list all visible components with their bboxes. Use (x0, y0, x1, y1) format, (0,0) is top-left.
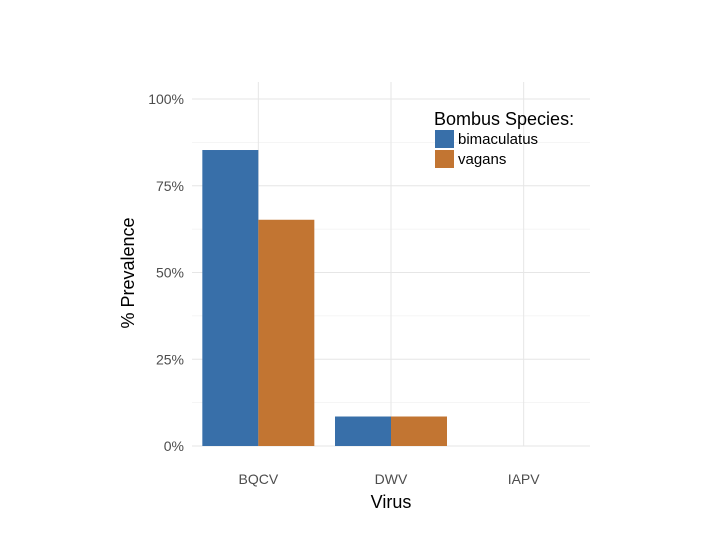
legend-key-vagans (435, 150, 454, 168)
y-tick-label: 25% (156, 351, 184, 367)
y-tick-label: 0% (164, 438, 184, 454)
y-tick-label: 75% (156, 178, 184, 194)
x-tick-label: DWV (375, 471, 408, 487)
legend-key-bimaculatus (435, 130, 454, 148)
x-axis-title: Virus (371, 492, 412, 512)
bars (202, 150, 447, 446)
x-tick-label: BQCV (238, 471, 278, 487)
y-axis-title: % Prevalence (118, 217, 138, 328)
bar-bimaculatus-dwv (335, 416, 391, 446)
legend-label-bimaculatus: bimaculatus (458, 131, 538, 148)
bar-vagans-bqcv (258, 219, 315, 446)
y-axis-ticks: 0% 25% 50% 75% 100% (148, 91, 184, 454)
bar-vagans-dwv (391, 416, 447, 446)
x-tick-label: IAPV (508, 471, 541, 487)
bar-bimaculatus-bqcv (202, 150, 259, 446)
y-tick-label: 50% (156, 265, 184, 281)
legend: Bombus Species: bimaculatus vagans (434, 109, 574, 168)
legend-label-vagans: vagans (458, 151, 506, 168)
x-axis-ticks: BQCV DWV IAPV (238, 471, 540, 487)
y-tick-label: 100% (148, 91, 184, 107)
legend-title: Bombus Species: (434, 109, 574, 129)
